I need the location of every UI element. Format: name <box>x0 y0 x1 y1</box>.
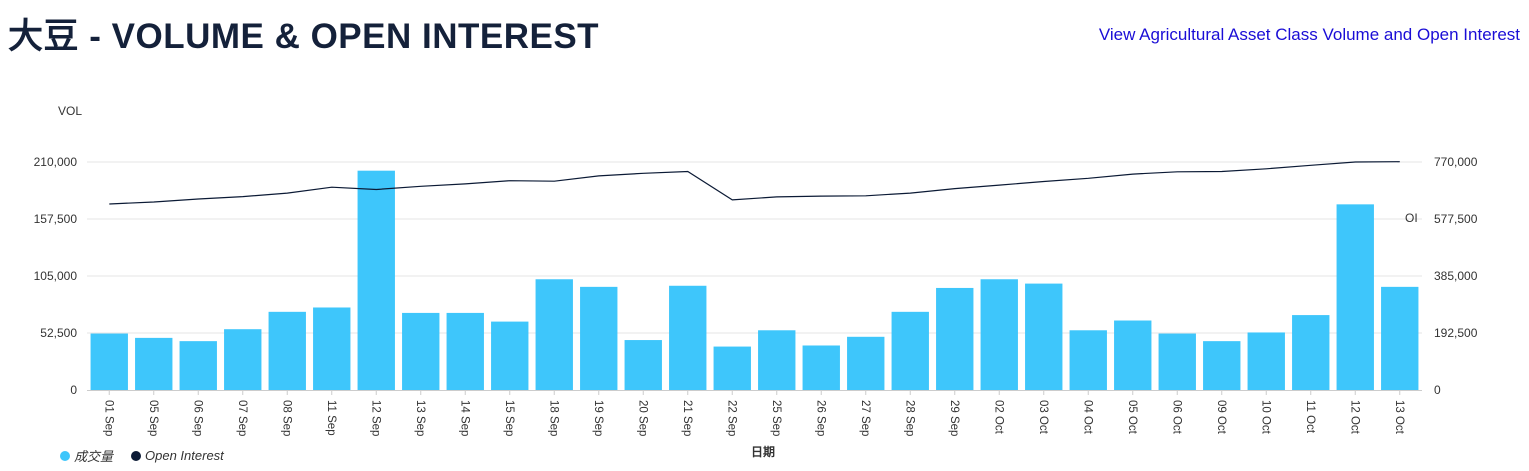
volume-bar[interactable] <box>1336 204 1374 390</box>
x-tick-label: 29 Sep <box>948 400 960 436</box>
asset-class-link[interactable]: View Agricultural Asset Class Volume and… <box>1098 25 1520 44</box>
x-tick-label: 21 Sep <box>681 400 693 436</box>
x-tick-label: 14 Sep <box>458 400 470 436</box>
volume-bar[interactable] <box>357 170 395 390</box>
x-tick-label: 26 Sep <box>814 400 826 436</box>
x-tick-label: 15 Sep <box>503 400 515 436</box>
volume-bar[interactable] <box>802 345 840 390</box>
x-tick-label: 03 Oct <box>1037 400 1049 435</box>
volume-bar[interactable] <box>1381 286 1419 390</box>
volume-bar[interactable] <box>135 337 173 390</box>
x-tick-label: 11 Sep <box>325 400 337 436</box>
x-tick-label: 08 Sep <box>280 400 292 436</box>
volume-bar[interactable] <box>491 321 529 390</box>
x-tick-label: 01 Sep <box>102 400 114 436</box>
legend-oi-dot <box>131 450 142 461</box>
legend-volume-dot <box>60 450 70 461</box>
x-tick-label: 28 Sep <box>903 400 915 436</box>
legend-item-volume[interactable]: 成交量 <box>60 446 113 465</box>
volume-bar[interactable] <box>313 307 351 390</box>
volume-bars <box>90 170 1419 390</box>
x-axis-title: 日期 <box>751 444 775 459</box>
y-tick-label: 157,500 <box>34 212 78 226</box>
page-title: 大豆 - VOLUME & OPEN INTEREST <box>8 8 599 59</box>
volume-bar[interactable] <box>1158 333 1196 390</box>
x-tick-label: 11 Oct <box>1304 400 1316 434</box>
y-tick-label: 210,000 <box>34 155 78 169</box>
x-tick-label: 13 Oct <box>1393 400 1405 435</box>
y-axis-title: VOL <box>58 104 82 118</box>
volume-bar[interactable] <box>90 333 128 390</box>
open-interest-line <box>109 161 1400 205</box>
y-tick-label: 105,000 <box>34 269 78 283</box>
x-tick-label: 18 Sep <box>547 400 559 436</box>
volume-bar[interactable] <box>1069 330 1107 390</box>
title-product: 大豆 <box>8 17 80 57</box>
legend-volume-label: 成交量 <box>74 449 114 464</box>
volume-bar[interactable] <box>891 311 929 390</box>
volume-bar[interactable] <box>402 312 440 390</box>
axes: VOL OI 日期 0 0 52,500 192,500 105,000 385,000 1… <box>34 104 1478 459</box>
volume-bar[interactable] <box>446 312 484 390</box>
x-tick-label: 13 Sep <box>414 400 426 436</box>
volume-bar[interactable] <box>1292 315 1330 390</box>
volume-bar[interactable] <box>758 330 796 390</box>
y2-tick-label: 192,500 <box>1434 326 1478 340</box>
legend-item-open-interest[interactable]: Open Interest <box>131 446 224 465</box>
x-tick-label: 09 Oct <box>1215 400 1227 435</box>
x-tick-label: 02 Oct <box>992 400 1004 435</box>
x-tick-label: 27 Sep <box>859 400 871 436</box>
volume-bar[interactable] <box>1203 341 1241 390</box>
volume-bar[interactable] <box>847 336 885 390</box>
volume-bar[interactable] <box>1247 332 1285 390</box>
x-tick-label: 05 Oct <box>1126 400 1138 435</box>
volume-bar[interactable] <box>713 346 751 390</box>
volume-bar[interactable] <box>669 285 707 390</box>
volume-bar[interactable] <box>179 341 217 390</box>
x-tick-label: 06 Oct <box>1170 400 1182 435</box>
y2-tick-label: 577,500 <box>1434 212 1478 226</box>
legend: 成交量 Open Interest <box>60 446 224 465</box>
x-tick-label: 10 Oct <box>1259 400 1271 435</box>
y2-axis-title: OI <box>1405 211 1418 225</box>
y-tick-label: 0 <box>70 383 77 397</box>
y2-tick-label: 0 <box>1434 383 1441 397</box>
volume-bar[interactable] <box>580 286 618 390</box>
y2-tick-label: 770,000 <box>1434 155 1478 169</box>
volume-bar[interactable] <box>980 279 1018 390</box>
x-tick-label: 07 Sep <box>236 400 248 436</box>
x-tick-label: 12 Sep <box>369 400 381 436</box>
volume-bar[interactable] <box>268 311 306 390</box>
y2-tick-label: 385,000 <box>1434 269 1478 283</box>
volume-bar[interactable] <box>936 287 974 390</box>
x-tick-label: 20 Sep <box>636 400 648 436</box>
volume-bar[interactable] <box>224 329 262 390</box>
x-tick-label: 12 Oct <box>1348 400 1360 435</box>
x-tick-label: 19 Sep <box>592 400 604 436</box>
volume-bar[interactable] <box>1025 283 1063 390</box>
x-tick-label: 04 Oct <box>1081 400 1093 435</box>
volume-bar[interactable] <box>1114 320 1152 390</box>
x-tick-label: 06 Sep <box>191 400 203 436</box>
title-text: - VOLUME & OPEN INTEREST <box>79 17 600 56</box>
x-tick-label: 25 Sep <box>770 400 782 436</box>
y-tick-label: 52,500 <box>40 326 77 340</box>
volume-bar[interactable] <box>624 340 662 390</box>
volume-bar[interactable] <box>535 279 573 390</box>
gridlines <box>87 161 1422 395</box>
legend-oi-label: Open Interest <box>145 448 224 463</box>
x-tick-label: 22 Sep <box>725 400 737 436</box>
x-tick-label: 05 Sep <box>147 400 159 436</box>
open-interest-series-line[interactable] <box>109 161 1400 205</box>
